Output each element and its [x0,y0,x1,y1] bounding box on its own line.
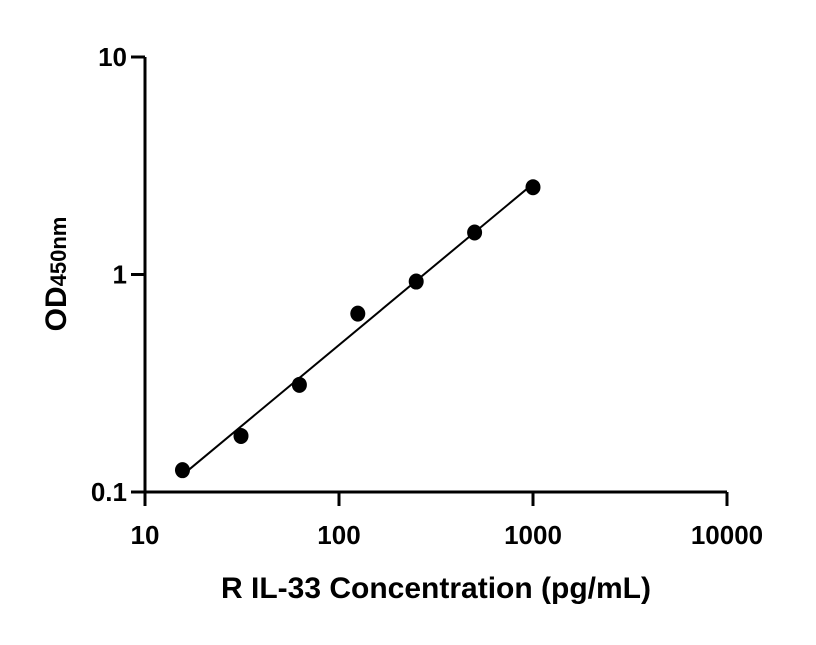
y-axis-label: OD450nm [40,217,73,332]
x-tick-label: 10000 [691,520,763,550]
y-axis-label-main: OD [40,286,73,331]
x-axis-label: R IL-33 Concentration (pg/mL) [221,572,651,605]
y-axis-label-subscript: 450nm [46,217,71,287]
x-tick-label: 1000 [504,520,562,550]
data-point [291,376,307,393]
data-point [350,305,366,322]
data-point [408,273,424,290]
data-point [467,224,483,241]
x-tick-label: 100 [317,520,360,550]
x-tick-label: 10 [131,520,160,550]
data-point [525,179,541,196]
data-point [174,462,190,479]
y-tick-label: 10 [98,42,127,72]
y-tick-label: 1 [113,260,127,290]
y-tick-label: 0.1 [91,477,127,507]
data-point [233,427,249,444]
